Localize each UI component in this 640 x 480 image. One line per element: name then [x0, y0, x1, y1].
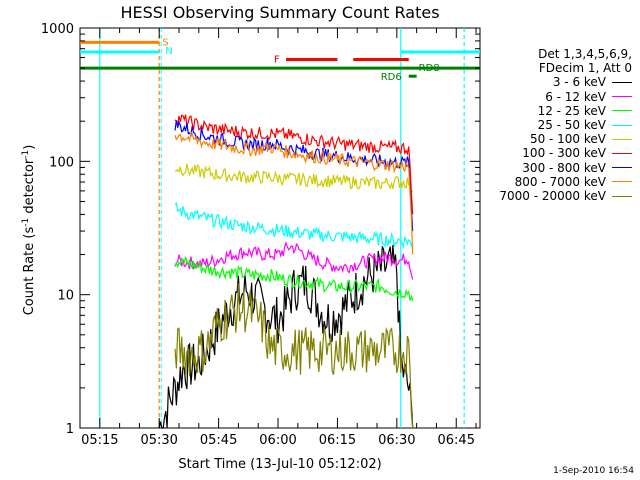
y-tick-label: 100: [49, 155, 74, 170]
series-line: [174, 202, 414, 250]
series-line: [174, 114, 414, 215]
legend-label: 6 - 12 keV: [545, 89, 606, 104]
legend-item: 50 - 100 keV: [484, 132, 632, 146]
y-label-main: Count Rate (s: [22, 227, 37, 316]
series-line: [174, 283, 414, 429]
plot-frame: [79, 27, 481, 429]
legend-swatch: [612, 138, 632, 140]
legend-item: 12 - 25 keV: [484, 104, 632, 118]
x-tick-label: 06:00: [259, 433, 296, 448]
x-tick-label: 06:15: [319, 433, 356, 448]
legend-item: 6 - 12 keV: [484, 90, 632, 104]
flag-flare-label: F: [274, 55, 280, 66]
y-label-sup1: -1: [21, 218, 31, 227]
chart-title: HESSI Observing Summary Count Rates: [120, 3, 439, 22]
legend-swatch: [612, 167, 632, 169]
series-line: [174, 163, 414, 195]
legend-item: 800 - 7000 keV: [484, 175, 632, 189]
series-line: [158, 244, 414, 429]
legend-item: 100 - 300 keV: [484, 146, 632, 160]
x-tick-label: 06:45: [438, 433, 475, 448]
legend-swatch: [612, 96, 632, 98]
legend-swatch: [612, 124, 632, 126]
x-tick-label: 06:30: [378, 433, 415, 448]
plot-area: SN F RD8 RD6 1 10 100 1000 05:15 05:30 05:45 06:00 0…: [41, 22, 481, 448]
legend-swatch: [612, 82, 632, 83]
flag-night-label: N: [165, 46, 172, 57]
flag-rd6-label: RD6: [381, 72, 402, 83]
flag-saa-label: S: [162, 37, 168, 48]
legend-label: 300 - 800 keV: [522, 160, 606, 175]
series-line: [174, 241, 414, 280]
legend-item: 25 - 50 keV: [484, 118, 632, 132]
y-axis-label: Count Rate (s-1 detector-1): [21, 145, 37, 316]
y-tick-label: 1000: [41, 22, 74, 37]
legend-label: 50 - 100 keV: [529, 132, 606, 147]
y-tick-label: 10: [57, 289, 74, 304]
series-line: [174, 130, 414, 255]
x-axis-label: Start Time (13-Jul-10 05:12:02): [178, 457, 381, 472]
legend-swatch: [612, 195, 632, 197]
legend-swatch: [612, 153, 632, 155]
y-tick-label: 1: [66, 422, 74, 437]
legend-label: 7000 - 20000 keV: [499, 189, 606, 204]
x-tick-label: 05:15: [81, 433, 118, 448]
legend-swatch: [612, 181, 632, 183]
legend-item: 7000 - 20000 keV: [484, 189, 632, 203]
legend-swatch: [612, 110, 632, 112]
timestamp: 1-Sep-2010 16:54: [553, 466, 634, 476]
series-line: [174, 255, 414, 301]
legend-label: 25 - 50 keV: [537, 118, 606, 133]
legend-item: 3 - 6 keV: [484, 75, 632, 89]
legend-label: 800 - 7000 keV: [514, 174, 606, 189]
legend-label: 3 - 6 keV: [552, 75, 606, 90]
y-label-sup2: -1: [21, 150, 31, 159]
legend-header-1: Det 1,3,4,5,6,9,: [538, 47, 632, 61]
flag-rd8-label: RD8: [419, 63, 440, 74]
legend-label: 12 - 25 keV: [537, 103, 606, 118]
x-tick-label: 05:30: [140, 433, 177, 448]
x-tick-label: 05:45: [200, 433, 237, 448]
legend: Det 1,3,4,5,6,9, FDecim 1, Att 0 3 - 6 k…: [484, 47, 632, 203]
y-label-mid: detector: [22, 158, 37, 218]
svg-text:Count Rate (s-1 detector-1): Count Rate (s-1 detector-1): [21, 145, 37, 316]
legend-item: 300 - 800 keV: [484, 161, 632, 175]
legend-label: 100 - 300 keV: [522, 146, 606, 161]
legend-header-2: FDecim 1, Att 0: [538, 61, 632, 76]
y-label-end: ): [22, 145, 37, 150]
